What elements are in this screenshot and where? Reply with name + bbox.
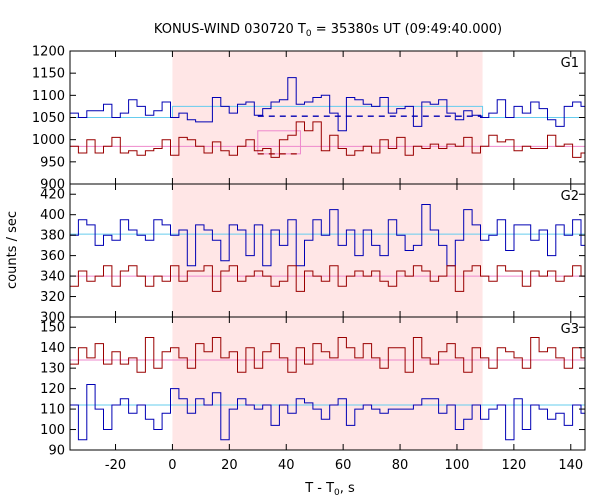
series-blue-g3: [70, 384, 585, 441]
x-tick-label: 60: [335, 458, 352, 473]
series-blue-g1: [70, 77, 585, 132]
panel-label-g1: G1: [561, 56, 579, 71]
plot-area: 90095010001050110011501200G1300320340360…: [32, 45, 586, 473]
y-tick-label: 400: [40, 208, 65, 223]
y-tick-label: 1150: [32, 67, 65, 82]
y-tick-label: 150: [40, 321, 65, 336]
y-tick-label: 300: [40, 311, 65, 326]
x-tick-label: 40: [278, 458, 295, 473]
x-tick-label: 140: [558, 458, 583, 473]
series-red-g2: [70, 265, 585, 292]
x-tick-label: 80: [392, 458, 409, 473]
series-red-g1: [70, 121, 585, 158]
panel-frame-g3: [69, 316, 586, 451]
y-tick-label: 420: [40, 188, 65, 203]
y-tick-label: 340: [40, 270, 65, 285]
background-level-blue: [70, 105, 585, 118]
x-tick-label: 120: [501, 458, 526, 473]
y-tick-label: 950: [40, 155, 65, 170]
y-tick-label: 90: [48, 444, 65, 459]
burst-interval-shade: [172, 51, 483, 450]
y-tick-label: 1100: [32, 89, 65, 104]
y-tick-label: 380: [40, 229, 65, 244]
y-tick-label: 1200: [32, 45, 65, 60]
y-tick-label: 360: [40, 249, 65, 264]
y-tick-label: 130: [40, 362, 65, 377]
y-tick-label: 110: [40, 403, 65, 418]
panel-label-g2: G2: [561, 189, 579, 204]
x-tick-label: -20: [105, 458, 126, 473]
y-tick-label: 100: [40, 423, 65, 438]
y-tick-label: 1050: [32, 111, 65, 126]
y-tick-label: 900: [40, 178, 65, 193]
series-blue-g2: [70, 204, 585, 267]
series-red-g3: [70, 337, 585, 373]
y-tick-label: 320: [40, 290, 65, 305]
x-tick-label: 100: [445, 458, 470, 473]
panel-label-g3: G3: [561, 322, 579, 337]
x-tick-label: 0: [168, 458, 176, 473]
chart-title: KONUS-WIND 030720 T0 = 35380s UT (09:49:…: [154, 22, 502, 39]
y-tick-label: 1000: [32, 133, 65, 148]
y-tick-label: 140: [40, 341, 65, 356]
y-tick-label: 120: [40, 382, 65, 397]
y-axis-label: counts / sec: [5, 211, 20, 289]
x-axis-label: T - T0, s: [304, 481, 355, 498]
x-tick-label: 20: [221, 458, 238, 473]
